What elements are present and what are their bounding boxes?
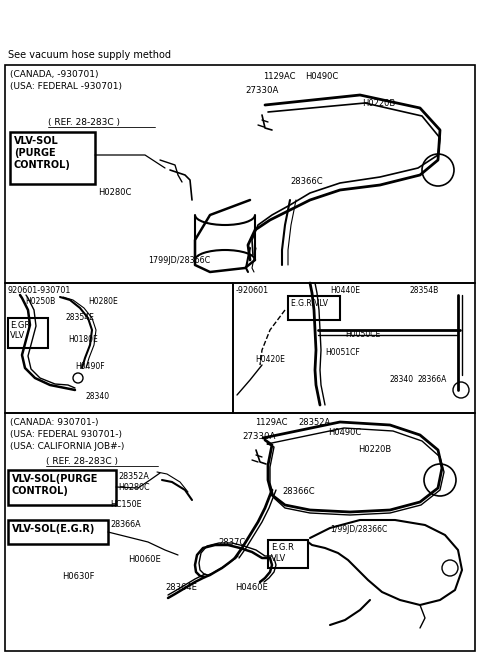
Text: 28364E: 28364E (165, 583, 197, 592)
Text: H0460E: H0460E (235, 583, 268, 592)
Text: E.GR: E.GR (10, 321, 30, 330)
Circle shape (424, 464, 456, 496)
Text: HC150E: HC150E (110, 500, 142, 509)
Text: H0490C: H0490C (305, 72, 338, 81)
Text: 27330A: 27330A (242, 432, 276, 441)
Text: H0051CF: H0051CF (325, 348, 360, 357)
Text: VLV-SOL(PURGE: VLV-SOL(PURGE (12, 474, 98, 484)
Text: 28366A: 28366A (110, 520, 141, 529)
Text: H0280E: H0280E (88, 297, 118, 306)
Text: 28352A: 28352A (118, 472, 149, 481)
Text: 28366A: 28366A (418, 375, 447, 384)
Bar (8, 520, 108, 544)
Circle shape (73, 373, 83, 383)
Text: 28352A: 28352A (298, 418, 330, 427)
Bar (233, 283, 475, 413)
Circle shape (442, 560, 458, 576)
Bar (5, 65, 475, 283)
Bar (5, 413, 475, 651)
Text: (PURGE: (PURGE (14, 148, 56, 158)
Text: (USA: FEDERAL -930701): (USA: FEDERAL -930701) (10, 82, 122, 91)
Text: VLV-SOL(E.G.R): VLV-SOL(E.G.R) (12, 524, 96, 534)
Text: H0050CE: H0050CE (345, 330, 380, 339)
Bar (8, 318, 48, 348)
Text: (USA: CALIFORNIA JOB#-): (USA: CALIFORNIA JOB#-) (10, 442, 124, 451)
Text: (CANADA, -930701): (CANADA, -930701) (10, 70, 98, 79)
Text: 2837C: 2837C (218, 538, 245, 547)
Text: 28354B: 28354B (410, 286, 439, 295)
Text: 28340: 28340 (390, 375, 414, 384)
Text: CONTROL): CONTROL) (12, 486, 69, 496)
Text: 27330A: 27330A (245, 86, 278, 95)
Text: H0280C: H0280C (98, 188, 132, 197)
Text: H0280C: H0280C (118, 483, 150, 492)
Text: 920601-930701: 920601-930701 (8, 286, 72, 295)
Text: (CANADA: 930701-): (CANADA: 930701-) (10, 418, 98, 427)
Text: 1129AC: 1129AC (263, 72, 296, 81)
Bar (5, 283, 233, 413)
Text: H0060E: H0060E (128, 555, 161, 564)
Text: H0180E: H0180E (68, 335, 98, 344)
Text: 28366C: 28366C (282, 487, 314, 496)
Text: See vacuum hose supply method: See vacuum hose supply method (8, 50, 171, 60)
Text: ( REF. 28-283C ): ( REF. 28-283C ) (46, 457, 118, 466)
Bar (268, 540, 308, 568)
Text: H0440E: H0440E (330, 286, 360, 295)
Circle shape (453, 382, 469, 398)
Text: H0490C: H0490C (328, 428, 361, 437)
Text: H0490F: H0490F (75, 362, 105, 371)
Circle shape (422, 154, 454, 186)
Text: 28354E: 28354E (65, 313, 94, 322)
Text: 1129AC: 1129AC (255, 418, 288, 427)
Text: 1799JD/28366C: 1799JD/28366C (148, 256, 210, 265)
Bar (10, 132, 95, 184)
Text: E.G.R: E.G.R (271, 543, 294, 552)
Text: ( REF. 28-283C ): ( REF. 28-283C ) (48, 118, 120, 127)
Text: 28366C: 28366C (290, 177, 323, 186)
Text: E.G.R VLV: E.G.R VLV (291, 299, 328, 308)
Text: H0630F: H0630F (62, 572, 95, 581)
Text: VLV: VLV (271, 554, 286, 563)
Text: VLV: VLV (10, 331, 25, 340)
Text: 28340: 28340 (85, 392, 109, 401)
Text: (USA: FEDERAL 930701-): (USA: FEDERAL 930701-) (10, 430, 122, 439)
Text: 1/99JD/28366C: 1/99JD/28366C (330, 525, 387, 534)
Text: -920601: -920601 (236, 286, 269, 295)
Bar (8, 470, 116, 505)
Text: VLV-SOL: VLV-SOL (14, 136, 59, 146)
Bar (288, 296, 340, 320)
Text: H0250B: H0250B (25, 297, 55, 306)
Text: CONTROL): CONTROL) (14, 160, 71, 170)
Text: H0220B: H0220B (362, 99, 395, 108)
Text: H0220B: H0220B (358, 445, 391, 454)
Text: H0420E: H0420E (255, 355, 285, 364)
